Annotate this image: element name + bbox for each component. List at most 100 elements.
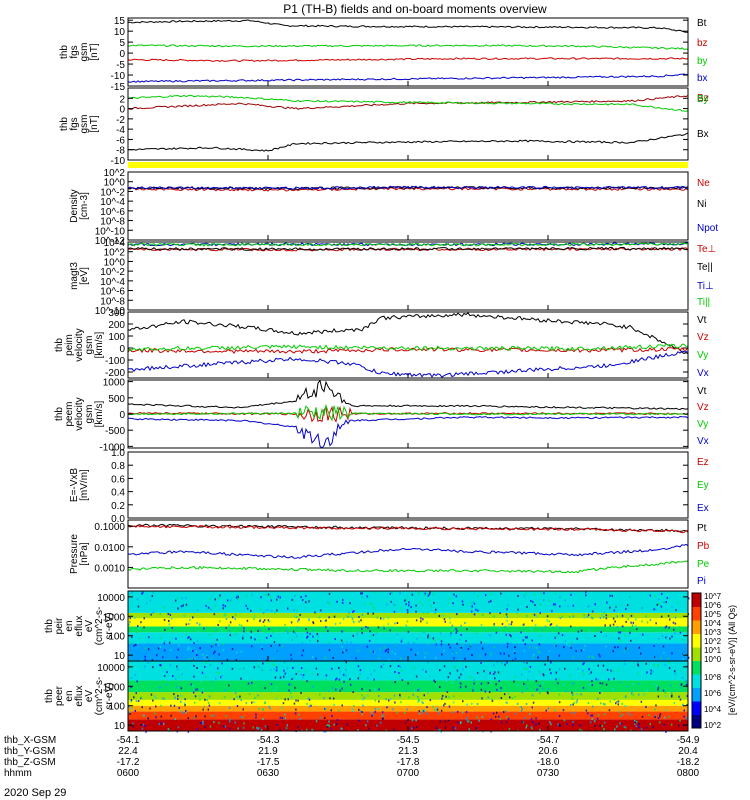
spectrogram-pixel <box>294 632 297 635</box>
spectrogram-pixel <box>240 599 242 602</box>
spectrogram-pixel <box>658 637 660 640</box>
spectrogram-pixel <box>427 636 429 639</box>
axis-row-value: 0730 <box>537 768 560 779</box>
spectrogram-pixel <box>483 643 486 645</box>
spectrogram-pixel <box>324 708 326 710</box>
spectrogram-pixel <box>177 726 180 729</box>
spectrogram-pixel <box>369 602 371 605</box>
spectrogram-pixel <box>371 714 373 717</box>
spectrogram-pixel <box>520 631 522 634</box>
spectrogram-pixel <box>418 688 420 691</box>
y-tick-label: 0 <box>119 105 125 116</box>
spectrogram-pixel <box>143 632 146 635</box>
spectrogram-pixel <box>508 623 510 626</box>
spectrogram-pixel <box>448 705 451 708</box>
spectrogram-pixel <box>682 653 685 655</box>
spectrogram-pixel <box>464 657 466 660</box>
spectrogram-pixel <box>657 688 659 691</box>
spectrogram-pixel <box>361 627 363 630</box>
spectrogram-pixel <box>556 635 558 638</box>
series-line-by <box>127 44 689 50</box>
spectrogram-pixel <box>446 690 449 693</box>
spectrogram-pixel <box>530 628 532 631</box>
spectrogram-pixel <box>441 653 443 656</box>
spectrogram-pixel <box>224 689 227 691</box>
spectrogram-pixel <box>406 611 409 614</box>
colorbar-swatch <box>692 620 701 634</box>
spectrogram-pixel <box>140 724 142 726</box>
spectrogram-pixel <box>211 642 214 645</box>
spectrogram-pixel <box>376 688 378 691</box>
spectrogram-pixel <box>363 598 366 600</box>
spectrogram-pixel <box>654 716 656 719</box>
spectrogram-pixel <box>168 623 171 626</box>
spectrogram-pixel <box>506 619 508 622</box>
spectrogram-pixel <box>632 621 635 624</box>
spectrogram-pixel <box>369 630 371 633</box>
spectrogram-pixel <box>510 623 513 626</box>
legend-pe: Pe <box>697 559 710 570</box>
spectrogram-pixel <box>683 715 685 718</box>
spectrogram-pixel <box>140 696 142 699</box>
spectrogram-pixel <box>465 685 467 688</box>
spectrogram-pixel <box>657 717 660 719</box>
spectrogram-pixel <box>393 728 395 731</box>
colorbar-swatch <box>692 593 701 607</box>
spectrogram-pixel <box>323 697 325 699</box>
spectrogram-pixel <box>455 679 458 682</box>
spectrogram-pixel <box>195 650 197 653</box>
spectrogram-pixel <box>481 697 483 700</box>
y-tick-label: -200 <box>105 368 125 379</box>
spectrogram-pixel <box>627 647 629 650</box>
spectrogram-pixel <box>558 654 561 657</box>
spectrogram-pixel <box>534 646 536 649</box>
spectrogram-pixel <box>564 640 567 642</box>
spectrogram-pixel <box>489 670 492 673</box>
spectrogram-pixel <box>226 687 228 690</box>
spectrogram-pixel <box>389 698 392 700</box>
spectrogram-pixel <box>240 650 243 653</box>
spectrogram-pixel <box>335 688 337 691</box>
spectrogram-pixel <box>172 675 174 678</box>
spectrogram-pixel <box>298 713 300 716</box>
spectrogram-pixel <box>339 622 341 625</box>
spectrogram-pixel <box>306 680 308 683</box>
spectrogram-pixel <box>443 618 446 621</box>
spectrogram-pixel <box>468 728 471 731</box>
spectrogram-pixel <box>500 687 502 689</box>
spectrogram-pixel <box>417 698 420 701</box>
spectrogram-pixel <box>655 626 657 629</box>
spectrogram-pixel <box>432 637 435 640</box>
spectrogram-pixel <box>566 722 568 725</box>
spectrogram-pixel <box>372 605 375 608</box>
spectrogram-pixel <box>169 643 171 646</box>
spectrogram-pixel <box>295 604 297 607</box>
spectrogram-pixel <box>240 624 243 627</box>
spectrogram-pixel <box>366 595 369 598</box>
spectrogram-pixel <box>570 625 572 628</box>
spectrogram-pixel <box>685 680 687 682</box>
spectrogram-pixel <box>532 653 535 656</box>
spectrogram-pixel <box>325 678 327 681</box>
spectrogram-pixel <box>185 711 187 714</box>
spectrogram-pixel <box>599 682 601 685</box>
spectrogram-pixel <box>222 643 225 646</box>
spectrogram-pixel <box>583 614 585 617</box>
spectrogram-pixel <box>279 676 282 679</box>
spectrogram-pixel <box>592 595 594 598</box>
spectrogram-pixel <box>192 691 195 694</box>
spectrogram-pixel <box>615 605 617 607</box>
spectrogram-band <box>128 626 688 633</box>
spectrogram-pixel <box>238 623 241 626</box>
spectrogram-pixel <box>378 657 380 660</box>
spectrogram-pixel <box>284 623 286 626</box>
spectrogram-pixel <box>168 641 171 644</box>
spectrogram-pixel <box>297 699 299 702</box>
spectrogram-pixel <box>292 666 294 669</box>
spectrogram-pixel <box>262 620 265 623</box>
spectrogram-pixel <box>202 723 204 725</box>
spectrogram-pixel <box>196 728 198 730</box>
spectrogram-pixel <box>435 727 438 729</box>
spectrogram-pixel <box>418 675 420 678</box>
spectrogram-pixel <box>518 679 520 681</box>
